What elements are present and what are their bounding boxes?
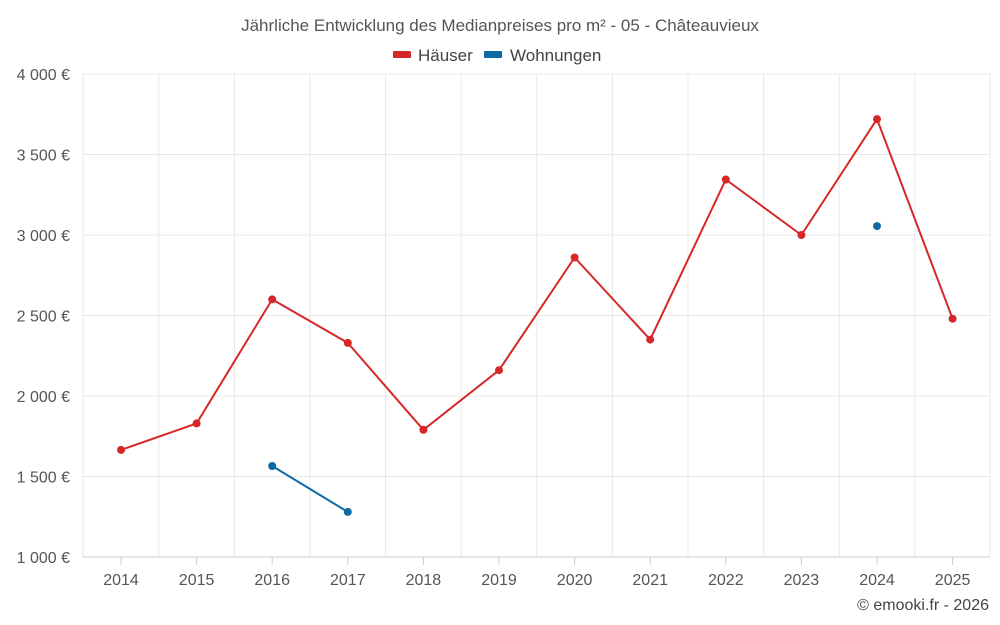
x-tick-label: 2020 bbox=[557, 572, 593, 589]
chart-title: Jährliche Entwicklung des Medianpreises … bbox=[241, 16, 759, 35]
y-tick-label: 2 000 € bbox=[17, 389, 70, 406]
axes: 1 000 € 1 500 € 2 000 € 2 500 € 3 000 € 3 500… bbox=[17, 67, 990, 589]
x-tick-label: 2021 bbox=[632, 572, 668, 589]
legend[interactable]: Häuser Wohnungen bbox=[393, 46, 601, 65]
x-tick-label: 2025 bbox=[935, 572, 971, 589]
data-point-wohnungen[interactable] bbox=[343, 507, 352, 516]
series bbox=[117, 115, 957, 516]
legend-item-wohnungen[interactable]: Wohnungen bbox=[484, 46, 601, 65]
data-point-haeuser[interactable] bbox=[646, 335, 655, 344]
y-tick-label: 1 500 € bbox=[17, 470, 70, 487]
y-tick-label: 3 500 € bbox=[17, 148, 70, 165]
data-point-haeuser[interactable] bbox=[721, 175, 730, 184]
y-tick-label: 4 000 € bbox=[17, 67, 70, 84]
y-tick-label: 3 000 € bbox=[17, 228, 70, 245]
legend-label-wohnungen: Wohnungen bbox=[510, 46, 601, 65]
legend-item-haeuser[interactable]: Häuser bbox=[393, 46, 473, 65]
data-point-wohnungen[interactable] bbox=[268, 462, 277, 470]
x-tick-label: 2015 bbox=[179, 572, 215, 589]
data-point-haeuser[interactable] bbox=[797, 231, 806, 239]
x-tick-label: 2014 bbox=[103, 572, 139, 589]
x-tick-label: 2022 bbox=[708, 572, 744, 589]
legend-label-haeuser: Häuser bbox=[418, 46, 473, 65]
y-tick-label: 1 000 € bbox=[17, 550, 70, 567]
x-tick-label: 2018 bbox=[406, 572, 442, 589]
data-point-haeuser[interactable] bbox=[117, 445, 125, 454]
legend-swatch-wohnungen bbox=[484, 51, 502, 58]
series-line-wohnungen bbox=[271, 465, 349, 513]
data-point-haeuser[interactable] bbox=[873, 115, 881, 124]
x-tick-label: 2019 bbox=[481, 572, 517, 589]
x-tick-label: 2017 bbox=[330, 572, 366, 589]
data-point-haeuser[interactable] bbox=[570, 253, 579, 262]
data-point-haeuser[interactable] bbox=[495, 366, 503, 375]
legend-swatch-haeuser bbox=[393, 51, 411, 58]
data-point-haeuser[interactable] bbox=[948, 314, 957, 323]
data-point-haeuser[interactable] bbox=[192, 419, 201, 428]
data-point-haeuser[interactable] bbox=[419, 425, 428, 434]
y-tick-label: 2 500 € bbox=[17, 309, 70, 326]
data-point-haeuser[interactable] bbox=[268, 295, 277, 304]
x-tick-label: 2023 bbox=[784, 572, 820, 589]
x-tick-label: 2024 bbox=[859, 572, 895, 589]
chart-credit: © emooki.fr - 2026 bbox=[857, 597, 989, 614]
data-point-wohnungen[interactable] bbox=[873, 222, 881, 231]
x-tick-label: 2016 bbox=[254, 572, 290, 589]
data-point-haeuser[interactable] bbox=[343, 338, 352, 347]
series-line-haeuser bbox=[120, 118, 954, 451]
